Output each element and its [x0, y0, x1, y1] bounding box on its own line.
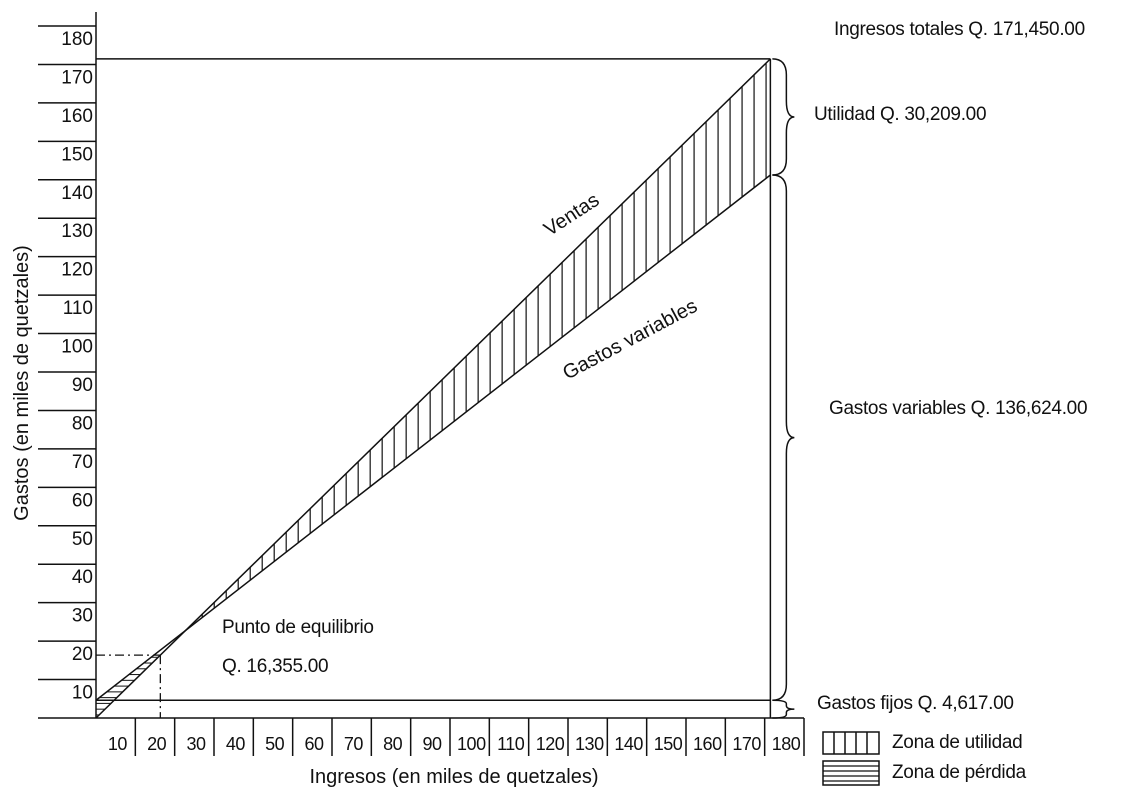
- x-tick-label: 30: [186, 734, 206, 754]
- axes: [38, 12, 804, 719]
- y-tick-label: 90: [72, 375, 93, 396]
- gastos-variables-line: [95, 174, 771, 701]
- x-tick-label: 40: [226, 734, 246, 754]
- y-tick-label: 50: [72, 529, 93, 550]
- tick-labels: 10 20 30 40 50 60 70 80 90 100 110 120 130 140 150 160 1…: [38, 25, 805, 756]
- y-tick-label: 100: [61, 337, 93, 358]
- fixed-costs-annotation: Gastos fijos Q. 4,617.00: [817, 693, 1014, 714]
- y-tick-label: 180: [61, 29, 93, 50]
- x-tick-label: 180: [772, 734, 801, 754]
- x-tick-label: 50: [265, 734, 285, 754]
- x-tick-label: 20: [147, 734, 167, 754]
- legend-loss-zone-label: Zona de pérdida: [892, 762, 1026, 783]
- x-tick-label: 100: [457, 734, 486, 754]
- y-axis-label: Gastos (en miles de quetzales): [11, 245, 33, 521]
- x-axis-label: Ingresos (en miles de quetzales): [309, 766, 598, 788]
- x-tick-label: 170: [732, 734, 761, 754]
- y-tick-label: 120: [61, 260, 93, 281]
- x-tick-label: 110: [497, 734, 525, 754]
- x-tick-label: 160: [693, 734, 722, 754]
- y-tick-label: 30: [72, 606, 93, 627]
- y-tick-label: 40: [72, 567, 93, 588]
- x-tick-label: 120: [536, 734, 565, 754]
- y-tick-label: 70: [72, 452, 93, 473]
- variable-costs-annotation: Gastos variables Q. 136,624.00: [829, 398, 1088, 419]
- break-even-value: Q. 16,355.00: [222, 656, 329, 677]
- y-tick-label: 160: [61, 106, 93, 127]
- braces: [772, 58, 795, 719]
- y-tick-label: 80: [72, 413, 93, 434]
- y-tick-label: 170: [61, 67, 93, 88]
- x-tick-label: 60: [304, 734, 324, 754]
- legend-profit-zone: Zona de utilidad: [822, 730, 1023, 756]
- variable-costs-brace: [772, 174, 795, 701]
- x-tick-label: 10: [108, 734, 128, 754]
- fixed-costs-brace: [772, 699, 795, 719]
- legend-loss-zone: Zona de pérdida: [822, 760, 1026, 786]
- horizontal-hatch-swatch: [822, 760, 880, 786]
- x-tick-label: 140: [614, 734, 643, 754]
- profit-annotation: Utilidad Q. 30,209.00: [814, 104, 987, 125]
- total-income-annotation: Ingresos totales Q. 171,450.00: [834, 19, 1085, 40]
- x-tick-label: 150: [654, 734, 683, 754]
- legend-profit-zone-label: Zona de utilidad: [892, 732, 1023, 753]
- x-tick-label: 130: [575, 734, 604, 754]
- y-tick-label: 150: [61, 144, 93, 165]
- y-tick-label: 110: [63, 298, 93, 319]
- break-even-title: Punto de equilibrio: [222, 617, 374, 638]
- profit-zone-hatching: [201, 63, 767, 618]
- y-tick-label: 10: [72, 683, 93, 704]
- y-tick-label: 60: [72, 490, 93, 511]
- vertical-hatch-swatch: [822, 731, 880, 755]
- y-tick-label: 140: [61, 183, 93, 204]
- x-tick-label: 80: [383, 734, 403, 754]
- y-tick-label: 130: [61, 221, 93, 242]
- y-tick-label: 20: [72, 644, 93, 665]
- x-tick-label: 90: [422, 734, 442, 754]
- series-lines: [95, 58, 772, 719]
- x-tick-label: 70: [344, 734, 364, 754]
- ventas-line: [95, 58, 771, 719]
- profit-brace: [772, 58, 795, 176]
